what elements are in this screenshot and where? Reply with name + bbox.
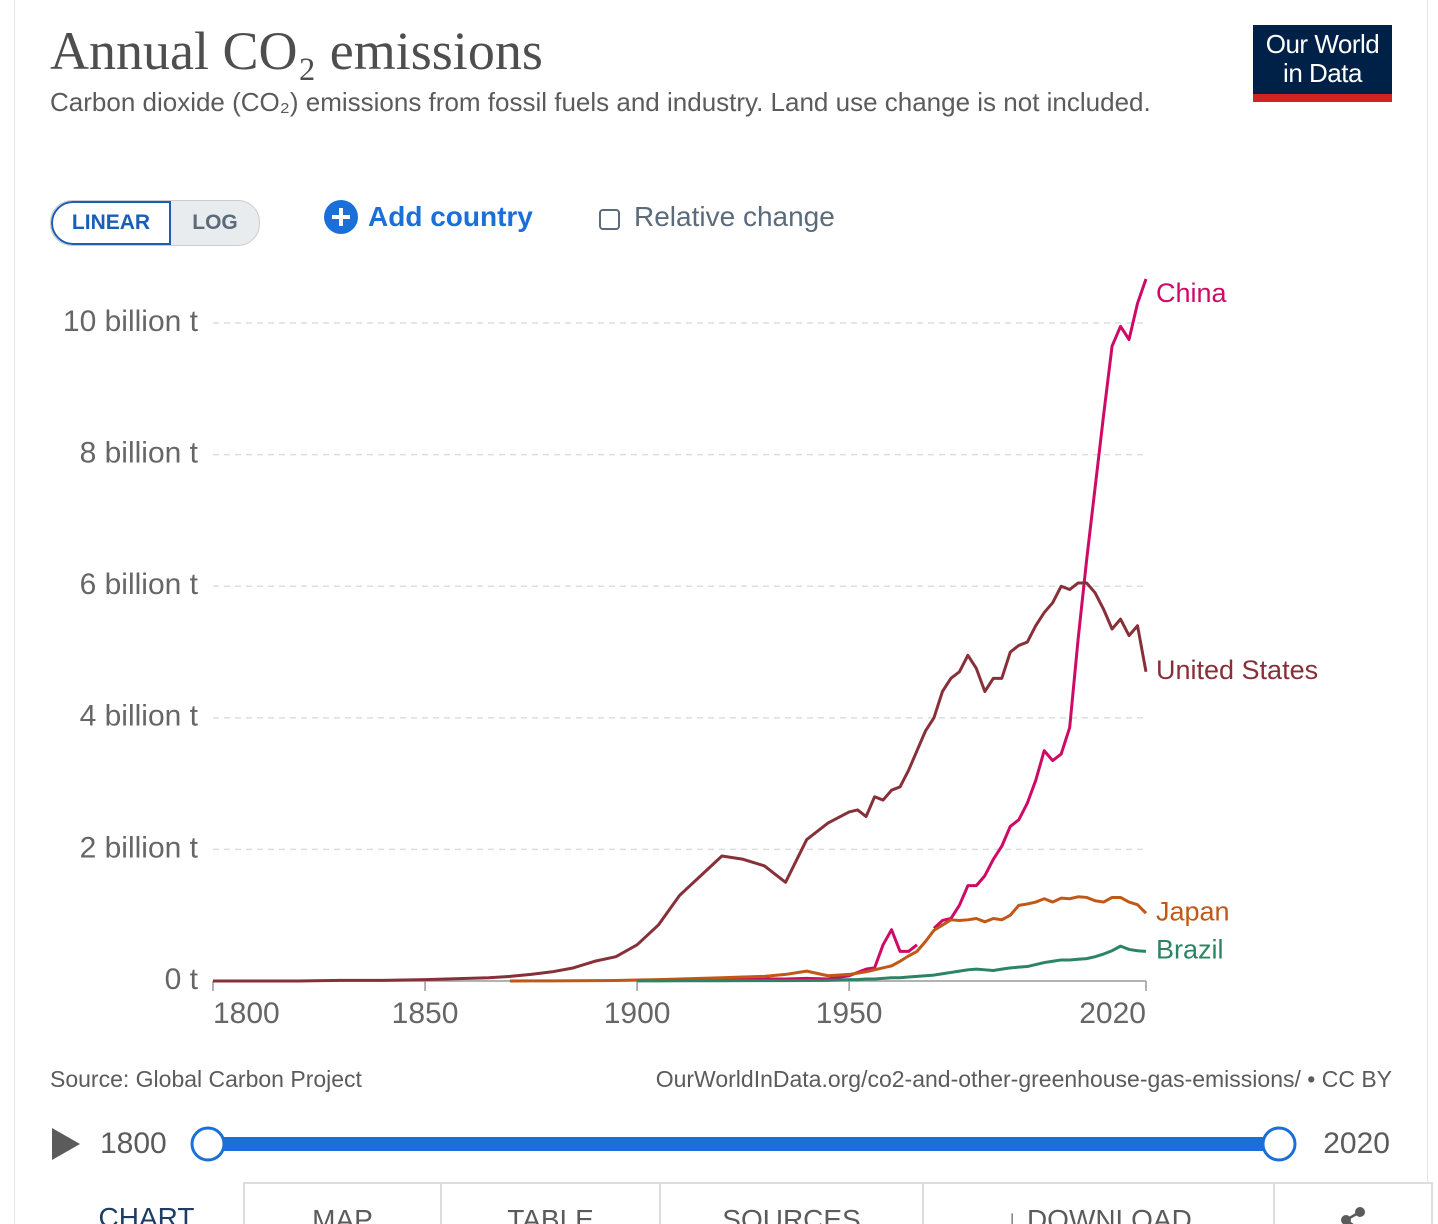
tab[interactable]: ↓ DOWNLOAD <box>922 1182 1275 1224</box>
x-tick-label: 1900 <box>604 997 671 1030</box>
series-label: Brazil <box>1156 935 1224 965</box>
add-country-label: Add country <box>368 201 533 232</box>
plus-icon <box>324 200 358 234</box>
scale-option[interactable]: LINEAR <box>51 201 171 245</box>
y-tick-label: 0 t <box>165 963 199 996</box>
series-line <box>213 581 1148 983</box>
card-edge <box>1427 0 1428 1224</box>
play-button[interactable] <box>52 1128 80 1160</box>
y-tick-label: 4 billion t <box>80 700 199 733</box>
y-tick-label: 10 billion t <box>63 305 199 338</box>
add-country[interactable]: Add country <box>323 199 533 235</box>
timeline-handle[interactable] <box>1261 1126 1297 1162</box>
checkbox[interactable] <box>598 208 622 232</box>
card-edge <box>14 0 15 1224</box>
scale-toggle: LINEAR LOG <box>50 200 260 246</box>
x-tick-label: 1950 <box>816 997 883 1030</box>
logo[interactable]: Our World in Data <box>1253 25 1392 102</box>
series-label: United States <box>1156 655 1318 685</box>
share-tab[interactable] <box>1273 1182 1433 1224</box>
timeline: 1800 2020 <box>52 1126 1390 1162</box>
series-label: Japan <box>1156 896 1230 926</box>
logo-line: in Data <box>1283 58 1362 88</box>
title: Annual CO₂ emissions <box>50 21 543 81</box>
series-label: China <box>1156 278 1228 308</box>
relative-change[interactable]: Relative change <box>598 201 835 233</box>
download-icon: ↓ <box>1005 1204 1027 1224</box>
y-tick-label: 6 billion t <box>80 568 199 601</box>
y-tick-label: 8 billion t <box>80 437 199 470</box>
timeline-end: 2020 <box>1323 1127 1390 1160</box>
x-tick-label: 2020 <box>1079 997 1146 1030</box>
tab[interactable]: TABLE <box>440 1182 661 1224</box>
source-url[interactable]: OurWorldInData.org/co2-and-other-greenho… <box>655 1066 1392 1092</box>
y-tick-label: 2 billion t <box>80 831 199 864</box>
timeline-start: 1800 <box>100 1127 167 1160</box>
x-tick-label: 1800 <box>213 997 280 1030</box>
tab[interactable]: SOURCES <box>659 1182 924 1224</box>
tab[interactable]: MAP <box>243 1182 442 1224</box>
checkbox-label: Relative change <box>634 201 835 232</box>
tab-label: DOWNLOAD <box>1026 1204 1192 1224</box>
scale-option[interactable]: LOG <box>192 211 238 234</box>
timeline-handle[interactable] <box>190 1126 226 1162</box>
tab[interactable]: CHART <box>50 1182 243 1224</box>
source: Source: Global Carbon Project <box>50 1066 362 1092</box>
series-line <box>637 278 1148 982</box>
subtitle: Carbon dioxide (CO₂) emissions from foss… <box>50 87 1151 117</box>
logo-line: Our World <box>1265 29 1380 59</box>
series-line <box>637 944 1147 983</box>
series-line <box>509 895 1148 983</box>
share-icon <box>1341 1207 1365 1224</box>
x-tick-label: 1850 <box>392 997 459 1030</box>
